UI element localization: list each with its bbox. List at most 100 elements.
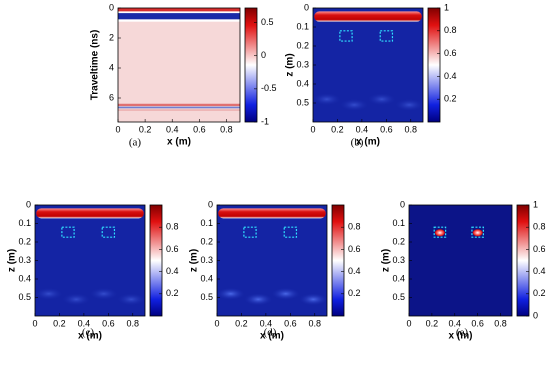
- y-tick-label: 4: [109, 62, 114, 72]
- y-tick-label: 0: [208, 199, 213, 209]
- x-axis-label: x (m): [356, 137, 380, 148]
- x-axis-label: x (m): [167, 137, 191, 148]
- x-tick-label: 0.2: [331, 124, 344, 134]
- y-tick-label: 0.4: [296, 78, 309, 88]
- x-tick-label: 0.8: [220, 124, 233, 134]
- x-tick-label: 0.2: [235, 318, 248, 328]
- x-tick-label: 0.6: [193, 124, 206, 134]
- image-blob: [312, 93, 341, 106]
- colorbar: [149, 204, 163, 317]
- image-blob: [216, 287, 245, 300]
- x-tick-label: 0.6: [380, 124, 393, 134]
- x-tick-label: 0.2: [426, 318, 439, 328]
- colorbar: [244, 7, 258, 123]
- target-box: [101, 226, 116, 238]
- y-tick-label: 0.2: [18, 236, 31, 246]
- image-blob: [367, 93, 396, 106]
- y-tick-label: 0.3: [296, 59, 309, 69]
- y-tick-label: 0.4: [18, 273, 31, 283]
- colorbar-tick-label: 0.8: [444, 25, 457, 35]
- x-tick-label: 0.6: [102, 318, 115, 328]
- y-tick-label: 0.1: [392, 218, 405, 228]
- x-axis-label: x (m): [449, 331, 473, 342]
- image-band: [36, 208, 144, 219]
- image-spot: [472, 229, 483, 237]
- image-blob: [271, 287, 300, 300]
- x-tick-label: 0: [32, 318, 37, 328]
- x-axis-label: x (m): [260, 331, 284, 342]
- target-box: [339, 30, 353, 42]
- y-tick-label: 0.1: [200, 218, 213, 228]
- y-tick-label: 0.3: [392, 255, 405, 265]
- x-axis-label: x (m): [78, 331, 102, 342]
- x-tick-label: 0.4: [260, 318, 273, 328]
- image-blob: [62, 293, 91, 306]
- image-band: [118, 19, 240, 22]
- y-tick-label: 0.4: [392, 273, 405, 283]
- colorbar-tick-label: 0.4: [533, 266, 546, 276]
- plot-frame: [117, 7, 241, 123]
- colorbar-tick-label: 0.8: [166, 222, 179, 232]
- colorbar-tick-label: 0.6: [166, 244, 179, 254]
- y-tick-label: 0.5: [18, 292, 31, 302]
- image-blob: [89, 287, 118, 300]
- y-axis-label: Traveltime (ns): [90, 30, 101, 101]
- heatmap-image: [118, 8, 240, 122]
- x-tick-label: 0.4: [356, 124, 369, 134]
- image-band: [118, 11, 240, 14]
- image-band: [314, 11, 422, 22]
- y-tick-label: 0.1: [296, 21, 309, 31]
- colorbar: [331, 204, 345, 317]
- colorbar-tick-label: 1: [533, 199, 538, 209]
- image-blob: [299, 293, 328, 306]
- colorbar-tick-label: 0.6: [533, 244, 546, 254]
- heatmap-image: [216, 205, 328, 316]
- colorbar-tick-label: 0.4: [348, 266, 361, 276]
- target-box: [61, 226, 75, 238]
- x-tick-label: 0: [214, 318, 219, 328]
- colorbar-tick-label: 0.6: [444, 48, 457, 58]
- x-tick-label: 0: [310, 124, 315, 134]
- colorbar-tick-label: 0.2: [444, 94, 457, 104]
- colorbar-tick-label: -0.5: [261, 83, 277, 93]
- image-band: [118, 8, 240, 12]
- colorbar-tick-label: 0.4: [166, 266, 179, 276]
- image-blob: [34, 287, 63, 300]
- image-band: [118, 13, 240, 20]
- image-blob: [117, 293, 146, 306]
- target-box: [243, 226, 257, 238]
- panel-caption: (e): [456, 327, 469, 339]
- panel-caption: (c): [82, 327, 95, 339]
- x-tick-label: 0.8: [127, 318, 140, 328]
- colorbar-tick-label: 1: [444, 2, 449, 12]
- x-tick-label: 0.8: [405, 124, 418, 134]
- y-axis-label: z (m): [7, 249, 18, 272]
- y-tick-label: 0.5: [392, 292, 405, 302]
- y-tick-label: 0.5: [296, 97, 309, 107]
- x-tick-label: 0.8: [494, 318, 507, 328]
- y-tick-label: 0: [304, 2, 309, 12]
- x-tick-label: 0.8: [309, 318, 322, 328]
- y-tick-label: 0.3: [200, 255, 213, 265]
- y-tick-label: 0.2: [200, 236, 213, 246]
- heatmap-image: [409, 205, 512, 316]
- image-band: [118, 106, 240, 109]
- x-tick-label: 0: [406, 318, 411, 328]
- colorbar-tick-label: 0: [533, 310, 538, 320]
- y-tick-label: 0.5: [200, 292, 213, 302]
- x-tick-label: 0.4: [78, 318, 91, 328]
- x-tick-label: 0.6: [471, 318, 484, 328]
- y-tick-label: 6: [109, 92, 114, 102]
- colorbar-tick-label: 0.4: [444, 71, 457, 81]
- colorbar-tick-label: 0.2: [166, 288, 179, 298]
- heatmap-image: [312, 8, 424, 122]
- target-box: [379, 30, 394, 42]
- colorbar-tick-label: 0.8: [348, 222, 361, 232]
- x-tick-label: 0.6: [284, 318, 297, 328]
- image-blob: [244, 293, 273, 306]
- colorbar-tick-label: 0.8: [533, 222, 546, 232]
- colorbar-tick-label: 0.5: [261, 17, 274, 27]
- colorbar-tick-label: 0.2: [533, 288, 546, 298]
- panel-caption: (b): [351, 137, 364, 149]
